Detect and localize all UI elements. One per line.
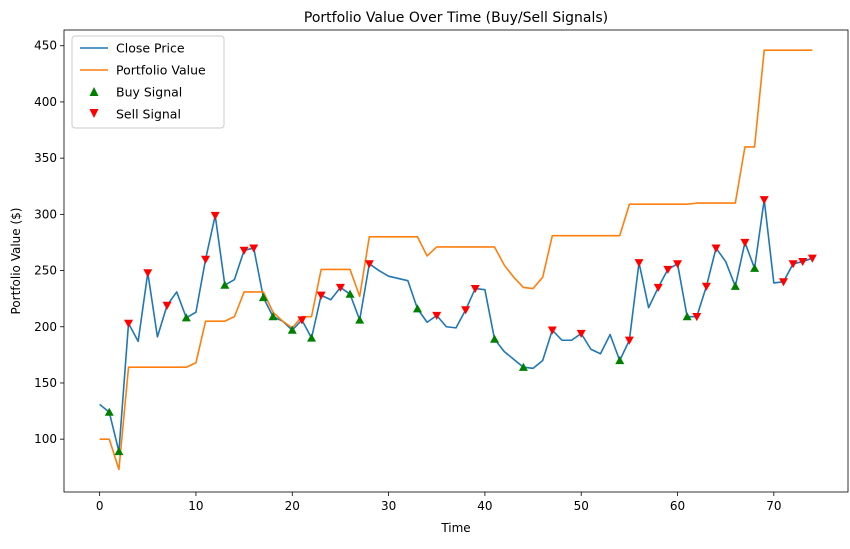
sell-signal-marker (143, 269, 153, 278)
sell-signal-marker (249, 244, 259, 253)
sell-signal-marker (788, 260, 798, 269)
sell-signal-marker (740, 238, 750, 247)
sell-signal-marker (663, 265, 673, 274)
legend-label-buy-signal: Buy Signal (116, 85, 182, 100)
sell-signal-marker (201, 255, 211, 264)
buy-signal-marker (750, 263, 760, 272)
sell-signal-marker (778, 278, 788, 287)
y-axis-label: Portfolio Value ($) (9, 208, 23, 315)
y-tick-label: 250 (34, 264, 57, 278)
buy-signal-marker (258, 293, 268, 302)
sell-signal-marker (798, 257, 808, 267)
sell-signal-marker (162, 301, 172, 310)
y-tick-label: 450 (34, 39, 57, 53)
legend-label-close-price: Close Price (116, 41, 185, 56)
sell-signal-marker (432, 311, 442, 321)
y-tick-label: 100 (34, 432, 57, 446)
x-tick-label: 70 (766, 499, 781, 513)
portfolio-value-line (99, 49, 813, 471)
sell-signal-marker (701, 282, 711, 291)
sell-signal-marker (576, 329, 586, 339)
sell-signal-marker (759, 196, 769, 205)
legend-label-portfolio-value: Portfolio Value (116, 63, 206, 78)
sell-signal-marker (316, 291, 326, 300)
sell-signal-marker (297, 316, 307, 325)
x-tick-label: 60 (670, 499, 685, 513)
legend: Close Price Portfolio Value Buy Signal S… (71, 35, 225, 129)
sell-signal-marker (124, 319, 134, 328)
x-tick-label: 10 (188, 499, 203, 513)
y-tick-label: 300 (34, 207, 57, 221)
buy-signal-marker (615, 355, 625, 365)
legend-label-sell-signal: Sell Signal (116, 107, 181, 122)
sell-signal-marker (335, 283, 345, 292)
x-axis-label: Time (440, 521, 470, 535)
y-axis-ticks: 100 150 200 250 300 350 400 450 (34, 39, 64, 446)
buy-signal-marker (287, 325, 297, 334)
buy-signal-marker (412, 304, 422, 313)
plot-frame (63, 29, 849, 493)
sell-signal-marker (807, 254, 817, 263)
chart-title: Portfolio Value Over Time (Buy/Sell Sign… (304, 10, 608, 26)
y-tick-label: 400 (34, 95, 57, 109)
buy-signal-marker (682, 312, 692, 321)
buy-signal-marker (307, 333, 317, 342)
sell-signal-marker (692, 313, 702, 322)
sell-signal-marker (461, 306, 471, 315)
x-tick-label: 20 (285, 499, 300, 513)
buy-signal-marker (220, 280, 230, 289)
x-tick-label: 50 (574, 499, 589, 513)
sell-signal-marker (711, 244, 721, 253)
sell-signal-marker (470, 284, 480, 294)
y-tick-label: 200 (34, 320, 57, 334)
buy-signal-marker (345, 289, 355, 298)
sell-signal-marker (634, 259, 644, 268)
buy-signal-marker (355, 315, 365, 324)
x-tick-label: 30 (381, 499, 396, 513)
buy-signal-marker (518, 362, 528, 371)
legend-swatch-buy-signal (89, 87, 99, 96)
sell-signal-marker (547, 326, 557, 335)
sell-signal-marker (239, 246, 249, 255)
buy-signal-marker (490, 334, 500, 343)
series-layer (99, 49, 813, 471)
x-tick-label: 0 (96, 499, 104, 513)
legend-swatch-sell-signal (89, 109, 99, 118)
sell-signal-marker (653, 283, 663, 292)
x-axis-ticks: 0 10 20 30 40 50 60 70 (96, 492, 781, 513)
buy-signal-marker (181, 313, 191, 322)
sell-signal-marker (364, 260, 374, 269)
sell-signal-marker (624, 336, 634, 345)
buy-signal-marker (114, 447, 124, 456)
legend-box (71, 35, 225, 129)
marker-layer (104, 196, 817, 456)
buy-signal-marker (730, 281, 740, 290)
sell-signal-marker (673, 260, 683, 269)
buy-signal-marker (268, 312, 278, 321)
buy-signal-marker (104, 407, 114, 416)
sell-signal-marker (210, 211, 220, 220)
y-tick-label: 350 (34, 151, 57, 165)
x-tick-label: 40 (477, 499, 492, 513)
y-tick-label: 150 (34, 376, 57, 390)
close-price-line (99, 198, 813, 453)
